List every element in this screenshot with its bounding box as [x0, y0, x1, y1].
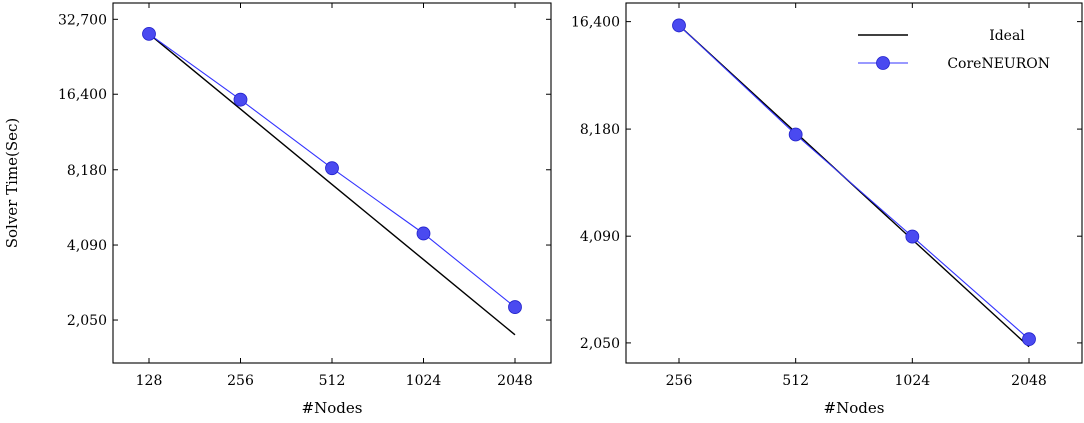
x-tick-label: 2048	[497, 373, 533, 389]
x-axis-label: #Nodes	[302, 399, 363, 417]
x-tick-label: 512	[782, 373, 809, 389]
x-tick-label: 2048	[1011, 373, 1047, 389]
y-tick-label: 8,180	[67, 163, 107, 179]
y-tick-label: 16,400	[58, 87, 107, 103]
y-tick-label: 4,090	[67, 238, 107, 254]
y-tick-label: 8,180	[580, 122, 620, 138]
series-line-ideal	[148, 33, 516, 336]
chart-1: 2,050 4,090 8,180 16,400 32,700 128 256 512 1024…	[3, 2, 552, 417]
y-tick-label: 32,700	[58, 12, 107, 28]
data-point-coreneuron	[905, 229, 920, 244]
chart-2: 2,050 4,090 8,180 16,400 256 512 1024 2048 #Node…	[571, 2, 1083, 417]
y-axis-label: Solver Time(Sec)	[3, 118, 21, 249]
data-point-coreneuron	[233, 92, 248, 107]
x-tick-label: 256	[666, 373, 693, 389]
legend-label-coreneuron: CoreNEURON	[947, 56, 1050, 72]
x-tick-label: 256	[227, 373, 254, 389]
x-tick-label: 128	[136, 373, 163, 389]
y-tick-label: 16,400	[571, 15, 620, 31]
legend: Ideal CoreNEURON	[858, 28, 1050, 72]
legend-marker-coreneuron	[876, 56, 890, 70]
y-tick-label: 4,090	[580, 229, 620, 245]
plot-frame	[112, 2, 552, 364]
y-tick-label: 2,050	[580, 336, 620, 352]
plot-frame	[625, 2, 1083, 364]
legend-label-ideal: Ideal	[989, 28, 1025, 44]
data-point-coreneuron	[325, 161, 339, 176]
data-point-coreneuron	[1022, 332, 1036, 347]
series-line-coreneuron	[678, 24, 1030, 340]
data-point-coreneuron	[788, 127, 803, 142]
data-point-coreneuron	[508, 300, 522, 314]
y-tick-label: 2,050	[67, 313, 107, 329]
x-tick-label: 512	[319, 373, 346, 389]
x-tick-label: 1024	[406, 373, 442, 389]
x-tick-label: 1024	[895, 373, 931, 389]
data-point-coreneuron	[672, 18, 686, 33]
x-axis-label: #Nodes	[824, 399, 885, 417]
data-point-coreneuron	[142, 26, 156, 41]
data-point-coreneuron	[416, 226, 431, 241]
